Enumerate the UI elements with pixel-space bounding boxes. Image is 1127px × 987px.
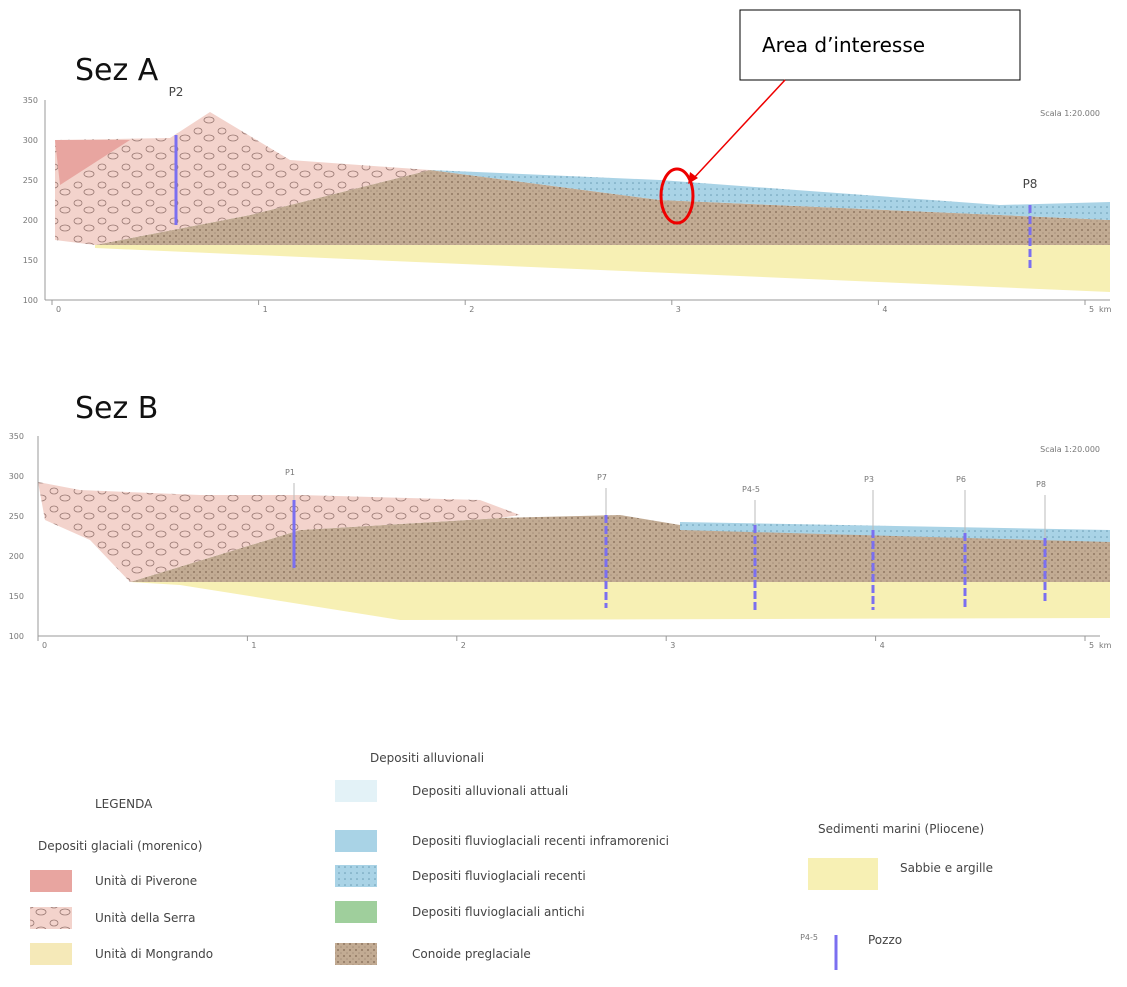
swatch bbox=[335, 901, 377, 923]
section-a: Sez A Scala 1:20.000 P2 P8 0 1 2 3 4 5 km 350 30… bbox=[23, 9, 1112, 314]
unit: km bbox=[1099, 305, 1112, 314]
x-tick-label: 5 bbox=[1089, 641, 1094, 650]
y-tick-label: 100 bbox=[23, 296, 38, 305]
highlight bbox=[659, 167, 695, 225]
swatch bbox=[30, 870, 72, 892]
legend-label: Depositi fluvioglaciali recenti bbox=[412, 869, 586, 883]
well-label: P8 bbox=[1023, 177, 1038, 191]
legend-label: Conoide preglaciale bbox=[412, 947, 531, 961]
layer bbox=[38, 482, 520, 582]
layer bbox=[95, 170, 1110, 245]
layer bbox=[430, 170, 1110, 220]
legend-label: Pozzo bbox=[868, 933, 902, 947]
scale: Scala 1:20.000 bbox=[1040, 109, 1100, 118]
x-tick-label: 5 bbox=[1089, 305, 1094, 314]
legend-label: Depositi alluvionali attuali bbox=[412, 784, 568, 798]
y-tick-label: 350 bbox=[9, 432, 24, 441]
layer bbox=[130, 582, 1110, 620]
swatch bbox=[335, 943, 377, 965]
legend-label: Sabbie e argille bbox=[900, 861, 993, 875]
y-tick-label: 200 bbox=[23, 216, 38, 225]
x-tick-label: 0 bbox=[56, 305, 61, 314]
section-title: Sez A bbox=[75, 53, 159, 88]
ticks: 0 1 2 3 4 5 km 350 300 250 200 150 100 bbox=[23, 96, 1112, 314]
legend-label: P4-5 bbox=[800, 933, 818, 942]
legend-heading: Sedimenti marini (Pliocene) bbox=[818, 822, 984, 836]
y-tick-label: 350 bbox=[23, 96, 38, 105]
section-b: Sez B Scala 1:20.000 P1 P7 P4-5 P3 P6 P8 0 1 2 3… bbox=[9, 391, 1112, 650]
layer bbox=[95, 245, 1110, 292]
swatch bbox=[30, 907, 72, 929]
x-tick-label: 3 bbox=[676, 305, 681, 314]
scale: Scala 1:20.000 bbox=[1040, 445, 1100, 454]
legend-label: Unità di Mongrando bbox=[95, 947, 213, 961]
arrow bbox=[691, 79, 786, 181]
x-tick-label: 3 bbox=[670, 641, 675, 650]
swatch bbox=[335, 830, 377, 852]
well-label: P1 bbox=[285, 468, 295, 477]
y-tick-label: 100 bbox=[9, 632, 24, 641]
x-tick-label: 4 bbox=[882, 305, 887, 314]
well-label: P6 bbox=[956, 475, 966, 484]
legend-items: Unità di Piverone Unità della Serra Unità … bbox=[30, 780, 993, 965]
well-label: P2 bbox=[169, 85, 184, 99]
legend-label: Depositi fluvioglaciali recenti inframor… bbox=[412, 834, 669, 848]
wells: P1 P7 P4-5 P3 P6 P8 bbox=[285, 468, 1047, 612]
x-tick-label: 0 bbox=[42, 641, 47, 650]
x-tick-label: 2 bbox=[461, 641, 466, 650]
well-label: P4-5 bbox=[742, 485, 760, 494]
y-tick-label: 150 bbox=[23, 256, 38, 265]
unit: km bbox=[1099, 641, 1112, 650]
x-tick-label: 4 bbox=[880, 641, 885, 650]
annotation-box bbox=[739, 9, 1021, 81]
layer bbox=[680, 522, 1110, 542]
swatch bbox=[30, 943, 72, 965]
y-tick-label: 300 bbox=[23, 136, 38, 145]
legend-title: LEGENDA bbox=[95, 797, 153, 811]
legend-label: Unità della Serra bbox=[95, 911, 195, 925]
y-tick-label: 300 bbox=[9, 472, 24, 481]
annotation: Area d’interesse bbox=[762, 33, 925, 57]
y-tick-label: 250 bbox=[23, 176, 38, 185]
swatch bbox=[335, 865, 377, 887]
legend: LEGENDA Depositi glaciali (morenico) Dep… bbox=[30, 751, 993, 970]
legend-heading: Depositi alluvionali bbox=[370, 751, 484, 765]
x-tick-label: 1 bbox=[263, 305, 268, 314]
y-tick-label: 250 bbox=[9, 512, 24, 521]
swatch bbox=[335, 780, 377, 802]
layer bbox=[55, 112, 430, 245]
y-tick-label: 150 bbox=[9, 592, 24, 601]
ticks: 0 1 2 3 4 5 km 350 300 250 200 150 100 bbox=[9, 432, 1112, 650]
y-tick-label: 200 bbox=[9, 552, 24, 561]
swatch bbox=[808, 858, 878, 890]
well-label: P8 bbox=[1036, 480, 1046, 489]
legend-label: Depositi fluvioglaciali antichi bbox=[412, 905, 585, 919]
section-title: Sez B bbox=[75, 391, 158, 426]
legend-label: Unità di Piverone bbox=[95, 874, 197, 888]
well-label: P7 bbox=[597, 473, 607, 482]
x-tick-label: 2 bbox=[469, 305, 474, 314]
legend-heading: Depositi glaciali (morenico) bbox=[38, 839, 202, 853]
well-label: P3 bbox=[864, 475, 874, 484]
layer bbox=[55, 140, 130, 185]
x-tick-label: 1 bbox=[251, 641, 256, 650]
